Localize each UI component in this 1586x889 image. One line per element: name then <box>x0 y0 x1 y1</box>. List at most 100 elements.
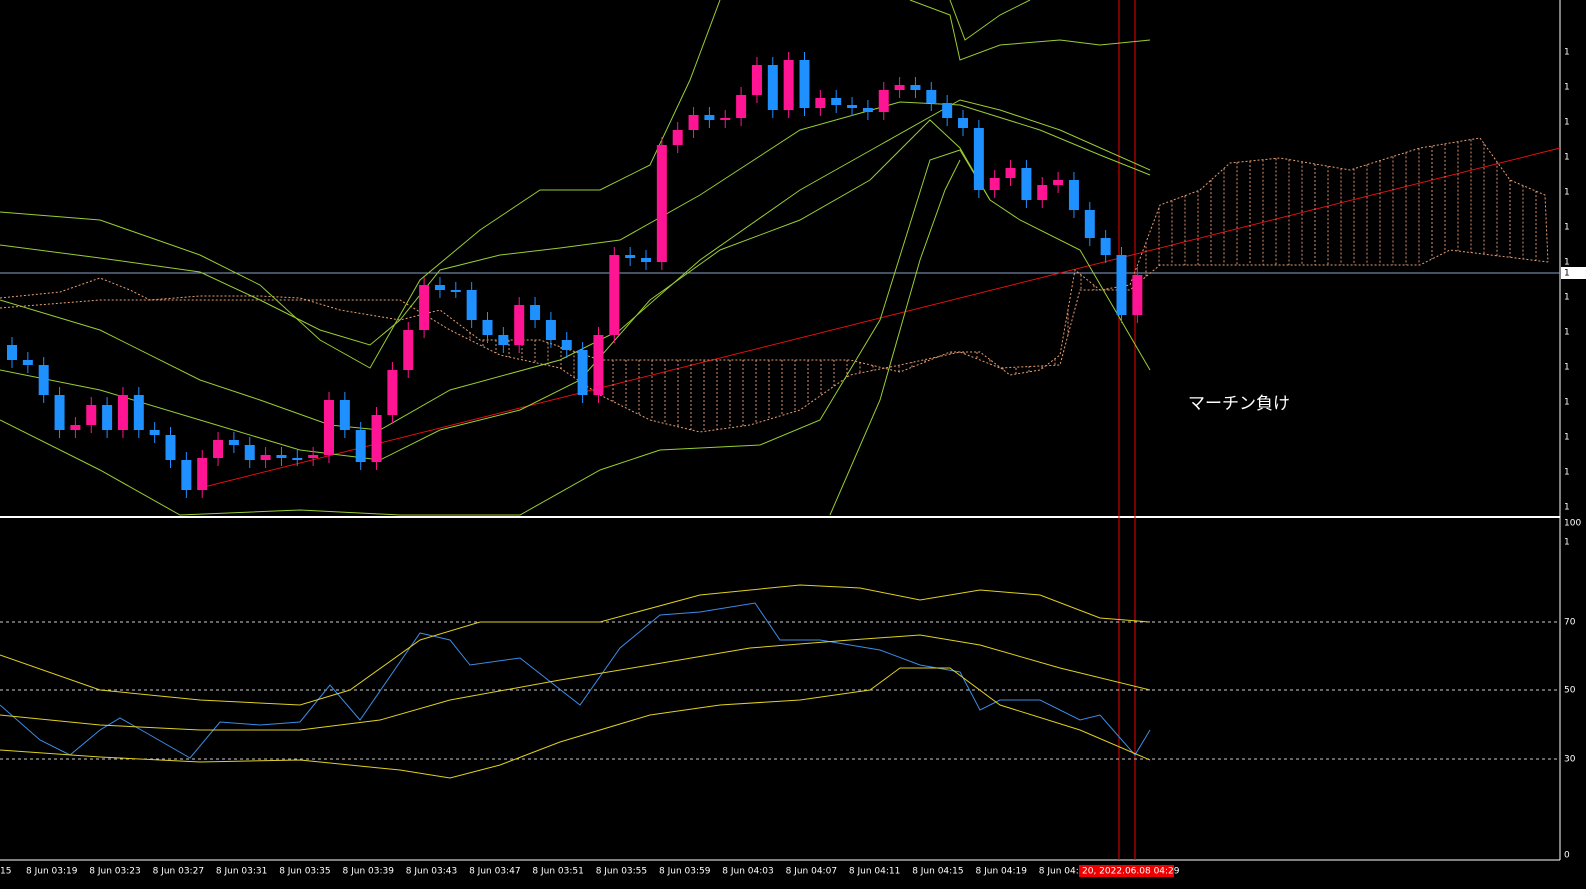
price-axis-label: 1 <box>1564 118 1570 128</box>
candle-body <box>7 345 17 360</box>
price-axis-label: 1 <box>1564 398 1570 408</box>
candle-body <box>419 285 430 330</box>
candle-body <box>1053 180 1064 185</box>
price-axis-label: 1 <box>1564 503 1570 513</box>
rsi-axis-label: 70 <box>1564 618 1576 628</box>
candle-body <box>609 255 620 335</box>
time-axis-label: 8 Jun 04:07 <box>786 867 837 877</box>
candle-body <box>133 395 144 430</box>
candle-body <box>260 455 271 460</box>
time-axis-label: 8 Jun 03:55 <box>596 867 647 877</box>
price-axis-label: 1 <box>1564 468 1570 478</box>
candle-body <box>847 105 858 108</box>
candle-body <box>545 320 556 340</box>
candle-body <box>672 130 683 145</box>
candle-body <box>197 458 208 490</box>
candle-body <box>1068 180 1079 210</box>
candle-body <box>403 330 414 370</box>
price-axis-label: 1 <box>1564 188 1570 198</box>
candle-body <box>292 458 303 460</box>
candle-body <box>625 255 636 258</box>
candle-body <box>228 440 239 445</box>
price-axis-label: 1 <box>1564 433 1570 443</box>
time-axis-label: 8 Jun 03:47 <box>469 867 520 877</box>
candle-body <box>355 430 366 462</box>
candle-body <box>498 335 509 345</box>
candle-body <box>751 65 762 95</box>
rsi-axis-label: 30 <box>1564 755 1576 765</box>
price-axis-label: 1 <box>1564 48 1570 58</box>
cursor-time-label: 20, 2022.06.08 04:29 <box>1082 867 1180 877</box>
time-axis-label: 8 Jun 04:11 <box>849 867 900 877</box>
band-line <box>949 0 1031 41</box>
rsi-line <box>0 602 1151 759</box>
candle-body <box>22 360 33 365</box>
candle-body <box>102 405 113 430</box>
time-axis-label: 15 <box>0 867 11 877</box>
time-axis-label: 8 Jun 03:23 <box>89 867 140 877</box>
candle-body <box>1021 168 1032 200</box>
time-axis-label: 8 Jun 04:15 <box>912 867 963 877</box>
candle-body <box>688 115 699 130</box>
candle-body <box>1116 255 1127 315</box>
candle-body <box>862 108 873 112</box>
time-axis-label: 8 Jun 04:2 <box>1039 867 1085 877</box>
candle-body <box>894 85 905 90</box>
band-line <box>909 0 1151 61</box>
candle-body <box>530 305 541 320</box>
candle-body <box>783 60 794 110</box>
price-axis-label: 1 <box>1564 83 1570 93</box>
candle-body <box>704 115 715 120</box>
price-axis-label: 1 <box>1564 538 1570 548</box>
candle-body <box>799 60 810 108</box>
candle-body <box>815 98 826 108</box>
candle-body <box>514 305 525 345</box>
candle-body <box>117 395 128 430</box>
cursor-time-box <box>1079 865 1174 877</box>
candle-body <box>339 400 350 430</box>
time-axis-label: 8 Jun 04:19 <box>976 867 1028 877</box>
candle-body <box>38 365 49 395</box>
candle-body <box>1100 238 1111 255</box>
price-axis-label: 1 <box>1564 328 1570 338</box>
candle-body <box>181 460 192 490</box>
candle-body <box>767 65 778 110</box>
candle-body <box>1132 275 1143 315</box>
candle-body <box>973 128 984 190</box>
time-axis-label: 8 Jun 03:27 <box>153 867 204 877</box>
rsi-band <box>0 667 1151 779</box>
candle-body <box>450 290 461 292</box>
candle-body <box>926 90 937 103</box>
candle-body <box>149 430 160 435</box>
rsi-axis-label: 100 <box>1564 519 1581 529</box>
candle-body <box>165 435 176 460</box>
time-axis-label: 8 Jun 03:51 <box>532 867 583 877</box>
rsi-band <box>0 634 1151 731</box>
time-axis-label: 8 Jun 03:39 <box>343 867 395 877</box>
candle-body <box>577 350 588 395</box>
price-axis-label: 1 <box>1564 258 1570 268</box>
time-axis-label: 8 Jun 03:31 <box>216 867 267 877</box>
candle-body <box>910 85 921 90</box>
time-axis-label: 8 Jun 03:35 <box>279 867 330 877</box>
candle-body <box>1005 168 1016 178</box>
candle-body <box>878 90 889 112</box>
time-axis-label: 8 Jun 03:19 <box>26 867 78 877</box>
candle-body <box>641 258 651 262</box>
candle-body <box>466 290 477 320</box>
candle-body <box>308 455 319 458</box>
band-line <box>0 99 1151 431</box>
price-axis-label: 1 <box>1564 363 1570 373</box>
candle-body <box>213 440 224 458</box>
time-axis-label: 8 Jun 03:43 <box>406 867 457 877</box>
candle-body <box>561 340 572 350</box>
current-price-label: 1 <box>1564 269 1570 279</box>
candle-body <box>371 415 382 462</box>
rsi-band <box>0 584 1151 706</box>
candle-body <box>324 400 334 455</box>
candle-body <box>720 118 731 120</box>
candle-body <box>276 455 287 458</box>
candle-body <box>656 145 667 262</box>
